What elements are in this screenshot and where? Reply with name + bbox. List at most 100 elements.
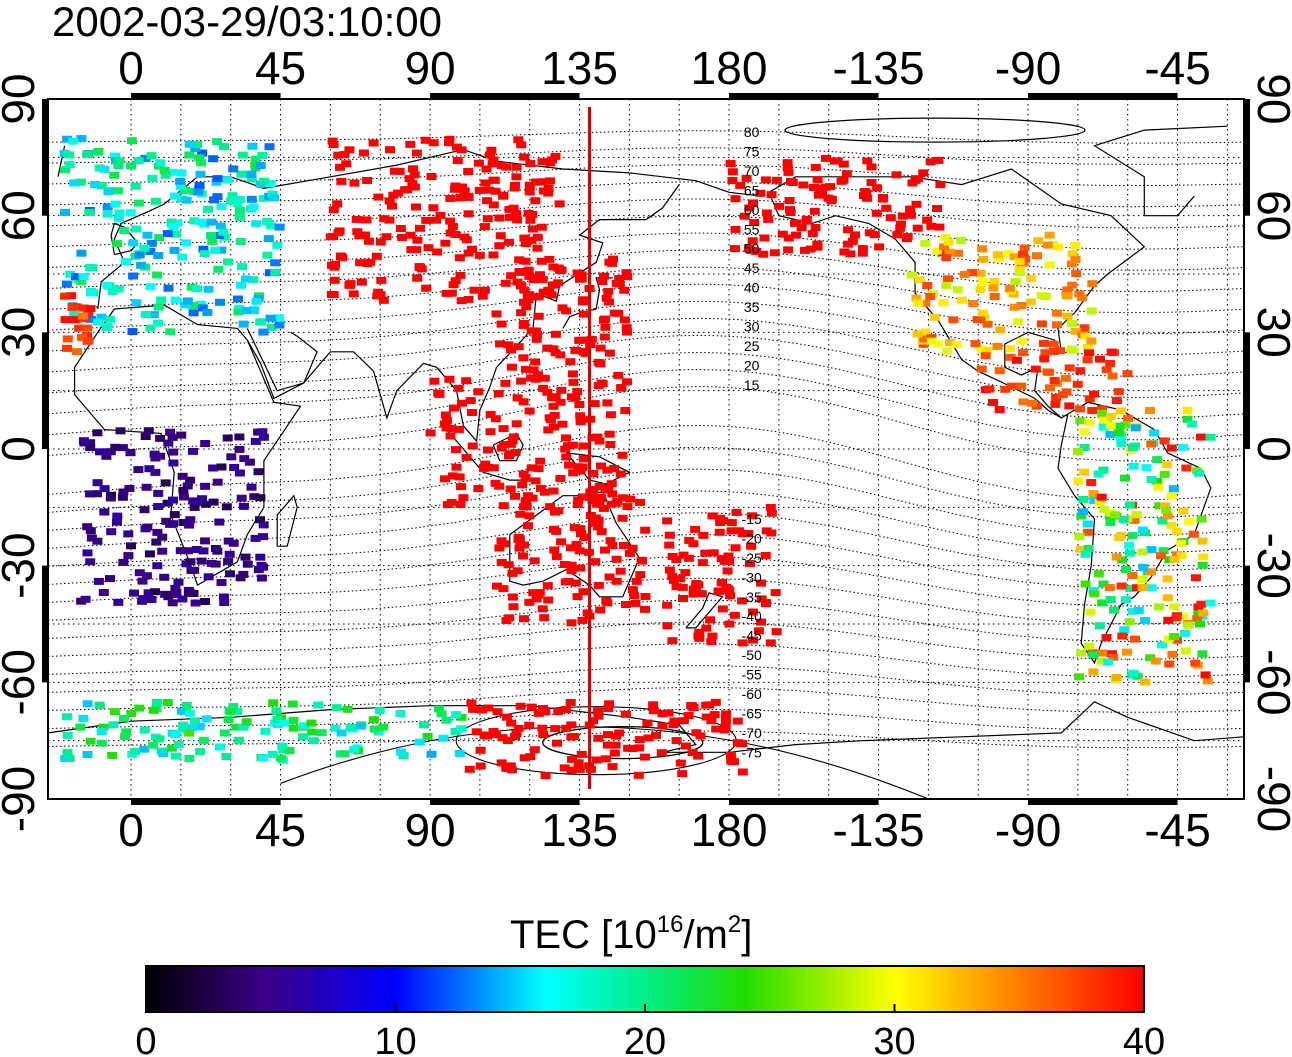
tec-cell bbox=[337, 253, 348, 261]
tec-cell bbox=[496, 320, 507, 328]
tec-cell bbox=[518, 552, 528, 560]
tec-cell bbox=[109, 171, 120, 179]
tec-cell bbox=[771, 628, 782, 636]
tec-cell bbox=[980, 352, 991, 360]
tec-cell bbox=[683, 712, 694, 719]
tec-cell bbox=[524, 272, 535, 280]
tec-cell bbox=[355, 722, 366, 730]
colorbar-tick-label: 40 bbox=[1123, 1021, 1165, 1057]
tec-cell bbox=[747, 512, 758, 520]
tec-cell bbox=[566, 544, 576, 552]
tec-cell bbox=[441, 424, 452, 432]
tec-cell bbox=[90, 181, 101, 188]
tec-cell bbox=[706, 638, 717, 645]
tec-cell bbox=[812, 243, 823, 251]
tec-cell bbox=[527, 225, 538, 233]
tec-cell bbox=[288, 716, 299, 724]
tec-cell bbox=[1088, 490, 1099, 497]
coastline-segment bbox=[97, 148, 763, 310]
tec-cell bbox=[602, 741, 613, 749]
tec-cell bbox=[175, 547, 186, 555]
tec-cell bbox=[905, 211, 916, 219]
tec-cell bbox=[59, 292, 70, 300]
tec-cell bbox=[1196, 515, 1207, 523]
tec-cell bbox=[397, 234, 408, 241]
tec-cell bbox=[113, 285, 124, 293]
tec-cell bbox=[953, 249, 964, 257]
tec-cell bbox=[1166, 444, 1177, 452]
tec-cell bbox=[450, 277, 461, 285]
tec-cell bbox=[78, 437, 89, 445]
tec-cell bbox=[328, 291, 339, 299]
tec-cell bbox=[494, 214, 505, 222]
tec-cell bbox=[1052, 309, 1063, 317]
tec-cell bbox=[575, 525, 586, 533]
tec-cell bbox=[265, 314, 276, 322]
tec-cell bbox=[955, 236, 966, 244]
tec-cell bbox=[490, 187, 501, 195]
tec-cell bbox=[184, 151, 195, 159]
tec-cell bbox=[498, 425, 509, 433]
tec-cell bbox=[270, 259, 281, 267]
tec-cell bbox=[194, 181, 205, 189]
tec-cell bbox=[442, 501, 453, 509]
tec-cell bbox=[1164, 556, 1175, 564]
tec-cell bbox=[480, 179, 491, 187]
tec-cell bbox=[375, 238, 386, 246]
tec-cell bbox=[591, 433, 602, 441]
tec-cell bbox=[687, 749, 698, 757]
tec-cell bbox=[1163, 635, 1174, 643]
tec-cell bbox=[1043, 368, 1054, 376]
tec-cell bbox=[540, 708, 551, 716]
tec-cell bbox=[477, 706, 488, 714]
tec-cell bbox=[167, 168, 178, 176]
tec-cell bbox=[1073, 477, 1084, 485]
tec-cell bbox=[566, 619, 577, 627]
contour-label: 15 bbox=[744, 377, 760, 393]
tec-cell bbox=[500, 279, 511, 287]
tec-cell bbox=[1115, 434, 1126, 442]
tec-cell bbox=[1079, 324, 1090, 332]
tec-cell bbox=[560, 445, 571, 453]
tec-cell bbox=[501, 713, 512, 721]
tec-cell bbox=[163, 439, 174, 447]
tec-cell bbox=[891, 171, 902, 179]
tec-cell bbox=[543, 596, 554, 604]
tec-cell bbox=[593, 707, 604, 715]
tec-cell bbox=[535, 271, 545, 279]
tec-cell bbox=[1191, 574, 1201, 582]
tec-cell bbox=[576, 275, 587, 283]
tec-cell bbox=[600, 546, 610, 554]
tec-cell bbox=[766, 509, 777, 517]
tec-cell bbox=[530, 197, 541, 205]
tec-cell bbox=[197, 495, 207, 503]
tec-cell bbox=[267, 750, 278, 758]
tec-cell bbox=[978, 255, 989, 263]
tec-cell bbox=[607, 542, 618, 549]
tec-cell bbox=[177, 253, 188, 261]
tec-cell bbox=[520, 257, 531, 265]
tec-cell bbox=[548, 345, 559, 353]
tec-cell bbox=[526, 703, 537, 711]
tec-cell bbox=[782, 159, 793, 167]
tec-cell bbox=[85, 264, 96, 271]
tec-cell bbox=[729, 758, 739, 766]
tec-cell bbox=[112, 240, 123, 248]
tec-cell bbox=[606, 480, 617, 488]
tec-cell bbox=[1051, 321, 1062, 329]
tec-cell bbox=[169, 591, 180, 598]
tec-cell bbox=[196, 159, 207, 167]
tec-cell bbox=[524, 188, 535, 196]
tec-cell bbox=[448, 281, 459, 289]
tec-cell bbox=[524, 407, 535, 415]
tec-cell bbox=[1073, 448, 1083, 455]
tec-cell bbox=[675, 575, 686, 583]
colorbar-label-unit: /m bbox=[683, 913, 727, 957]
tec-cell bbox=[441, 289, 452, 297]
tec-cell bbox=[1166, 521, 1177, 529]
tec-cell bbox=[550, 330, 561, 338]
tec-cell bbox=[553, 708, 564, 715]
tec-cell bbox=[1120, 566, 1131, 573]
tec-cell bbox=[153, 489, 164, 497]
tec-cell bbox=[250, 437, 261, 445]
